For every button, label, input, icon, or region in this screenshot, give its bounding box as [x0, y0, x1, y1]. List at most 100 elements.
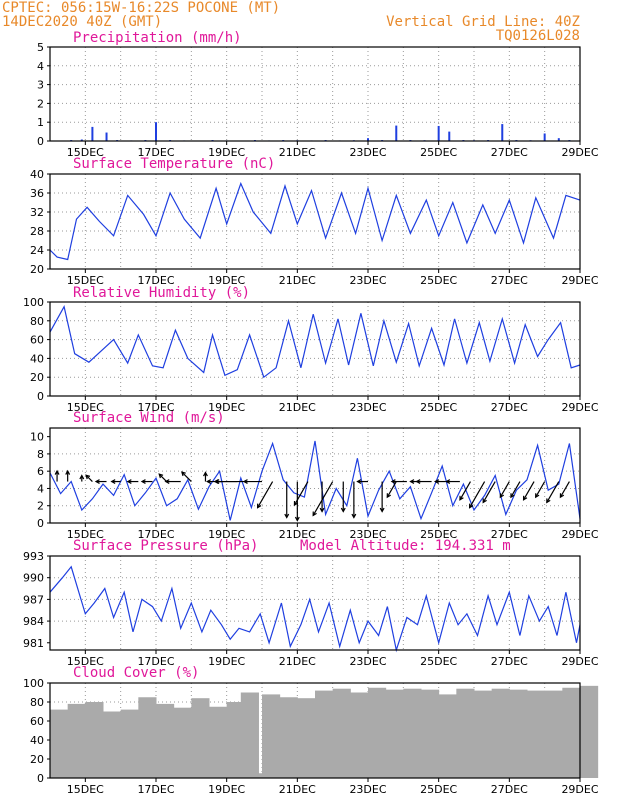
precip-bar [155, 122, 157, 141]
wind-arrow-head [409, 479, 415, 484]
cloud-bar [332, 688, 351, 778]
y-tick-label: 36 [30, 187, 44, 200]
wind-arrow [312, 481, 334, 516]
x-tick-label: 27DEC [491, 274, 528, 287]
x-tick-label: 23DEC [349, 146, 386, 159]
y-tick-label: 2 [37, 500, 44, 513]
temperature-title: Surface Temperature (nC) [73, 156, 275, 172]
wind-arrow-head [546, 498, 551, 504]
precip-bar [501, 124, 504, 141]
series-line [49, 565, 581, 653]
wind-arrow-head [54, 469, 60, 475]
plot-frame [49, 682, 581, 779]
wind-arrow [181, 471, 192, 482]
wind-arrow-head [140, 479, 146, 484]
y-tick-label: 40 [30, 352, 44, 365]
x-tick-label: 17DEC [137, 146, 174, 159]
wind-arrow-head [256, 503, 262, 509]
wind-arrow-head [351, 513, 357, 519]
wind-arrow-head [468, 503, 474, 509]
x-tick-label: 19DEC [208, 146, 245, 159]
y-tick-label: 5 [37, 41, 44, 54]
y-tick-label: 993 [23, 550, 44, 563]
wind-arrow-head [79, 474, 85, 480]
pressure-plot: 981 984 987 990 993 15DEC 17DEC 19DEC 21DEC 23DEC… [23, 550, 599, 668]
wind-arrow [469, 481, 486, 508]
wind-arrow-head [293, 501, 299, 507]
x-tick-label: 15DEC [67, 274, 104, 287]
cloud-bar [368, 687, 387, 778]
precip-bar [105, 132, 108, 141]
y-tick-label: 60 [30, 715, 44, 728]
x-tick-label: 25DEC [420, 783, 457, 796]
wind-arrow [158, 473, 168, 482]
wind-arrow-head [356, 479, 362, 484]
wind-arrow-head [319, 507, 325, 513]
wind-arrow-head [203, 471, 208, 477]
temperature-panel: Surface Temperature (nC) 20 24 28 32 36 40 15D… [30, 156, 599, 287]
x-tick-label: 21DEC [279, 401, 316, 414]
header-run-date: 14DEC2020 40Z (GMT) [2, 14, 162, 30]
wind-arrow-head [126, 479, 132, 484]
precip-bar [437, 125, 440, 141]
wind-arrow-head [433, 479, 440, 484]
wind-arrow [535, 481, 546, 498]
header-model-id: TQ0126L028 [496, 28, 580, 44]
precip-bar [543, 133, 546, 141]
series-line [49, 305, 581, 379]
x-tick-label: 15DEC [67, 655, 104, 668]
cloud-bar [474, 690, 493, 778]
wind-arrow-head [206, 479, 212, 484]
y-tick-label: 28 [30, 225, 44, 238]
y-tick-label: 984 [23, 615, 44, 628]
wind-arrow-head [522, 495, 528, 501]
x-tick-label: 29DEC [561, 274, 598, 287]
x-tick-label: 21DEC [279, 146, 316, 159]
x-tick-label: 21DEC [279, 528, 316, 541]
y-tick-label: 100 [23, 677, 44, 690]
x-tick-label: 27DEC [491, 401, 528, 414]
humidity-title: Relative Humidity (%) [73, 285, 250, 301]
y-tick-label: 0 [37, 517, 44, 530]
precip-bar [557, 138, 560, 141]
cloud-bar [85, 702, 104, 778]
y-tick-label: 80 [30, 315, 44, 328]
wind-arrow [482, 481, 496, 503]
y-tick-label: 1 [37, 116, 44, 129]
y-tick-label: 24 [30, 244, 44, 257]
x-tick-label: 29DEC [561, 783, 598, 796]
x-tick-label: 19DEC [208, 401, 245, 414]
header-station: CPTEC: 056:15W-16:22S POCONE (MT) [2, 0, 280, 16]
x-tick-label: 17DEC [137, 655, 174, 668]
wind-arrow [293, 481, 309, 506]
y-tick-label: 32 [30, 206, 44, 219]
plot-frame [49, 555, 581, 651]
x-tick-label: 23DEC [349, 528, 386, 541]
wind-arrow-head [85, 474, 91, 480]
wind-arrow [510, 481, 521, 498]
wind-title: Surface Wind (m/s) [73, 410, 225, 426]
wind-arrow-head [294, 516, 300, 522]
cloud-bar [173, 707, 192, 778]
y-tick-label: 20 [30, 263, 44, 276]
cloud-bar [103, 711, 122, 778]
x-tick-label: 23DEC [349, 655, 386, 668]
x-tick-label: 15DEC [67, 528, 104, 541]
cloud-bar [491, 688, 510, 778]
cloud-bar [209, 706, 228, 778]
y-tick-label: 981 [23, 637, 44, 650]
cloud-bar [67, 703, 86, 778]
wind-arrow [559, 481, 570, 498]
cloud-bar [262, 694, 281, 778]
x-tick-label: 29DEC [561, 655, 598, 668]
precip-bar [448, 131, 451, 141]
cloud-bar [385, 689, 404, 778]
y-tick-label: 40 [30, 734, 44, 747]
y-tick-label: 10 [30, 431, 44, 444]
wind-arrow-head [65, 469, 71, 475]
x-tick-label: 17DEC [137, 274, 174, 287]
y-tick-label: 6 [37, 465, 44, 478]
x-tick-label: 25DEC [420, 655, 457, 668]
cloud-bar [50, 709, 69, 778]
